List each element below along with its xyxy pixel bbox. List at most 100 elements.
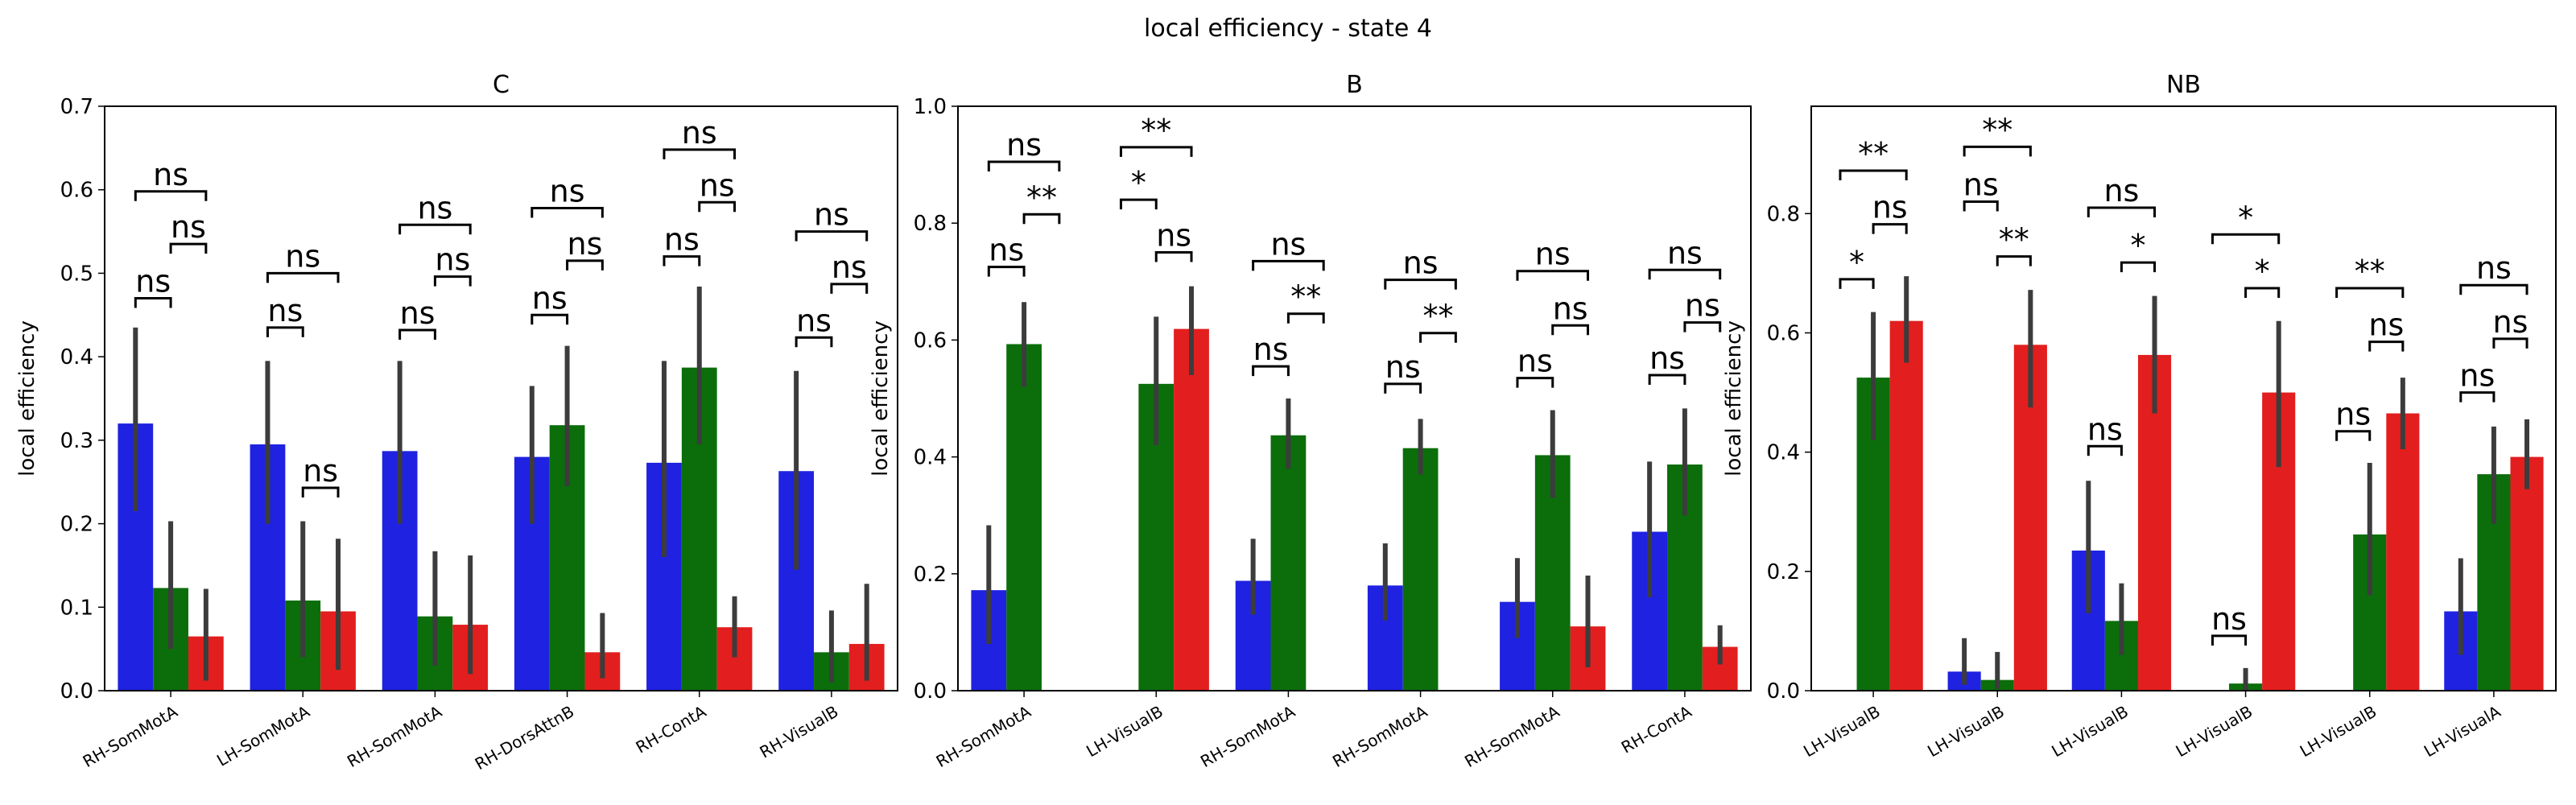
x-tick-label: LH-VisualA [2421,701,2504,761]
significance-bracket [1551,324,1590,336]
significance-bracket [566,259,604,270]
significance-bracket [663,255,701,266]
significance-bracket [1252,259,1325,271]
significance-bracket [2211,634,2248,646]
y-tick-label: 0.1 [60,596,93,620]
significance-label: ns [1006,127,1042,163]
significance-label: ** [1999,222,2029,258]
significance-label: ns [2493,304,2529,340]
significance-label: ns [417,190,452,225]
significance-bracket [1839,169,1908,181]
significance-bracket [398,328,436,340]
y-tick-label: 0.4 [60,345,93,369]
significance-bracket [987,160,1061,171]
significance-label: ns [2335,397,2371,432]
significance-label: ns [550,174,585,209]
significance-label: ns [568,226,603,262]
y-tick-label: 0.7 [60,95,93,119]
significance-label: ns [435,242,470,278]
significance-label: ns [814,197,849,233]
significance-bracket [1119,146,1193,157]
significance-label: ns [303,453,338,489]
significance-bracket [698,200,737,213]
axes-frame [104,105,898,691]
y-tick-label: 0.3 [60,429,93,453]
significance-label: ns [135,264,171,299]
significance-bracket [1154,251,1193,262]
bar [1174,328,1209,691]
significance-label: ns [285,238,320,274]
figure-title: local efficiency - state 4 [1144,14,1432,43]
significance-bracket [1252,365,1290,377]
significance-label: ns [1649,341,1685,376]
x-tick-label: LH-VisualB [2173,702,2256,762]
significance-bracket [134,190,208,201]
y-tick-label: 0.2 [60,513,93,537]
significance-label: ns [664,222,700,258]
significance-label: ns [153,157,188,192]
y-tick-label: 0.0 [60,679,93,704]
significance-label: ns [1403,246,1439,281]
significance-bracket [1872,223,1908,234]
significance-bracket [830,283,869,294]
x-tick-label: LH-VisualB [2297,702,2380,762]
significance-label: ns [796,303,832,338]
significance-bracket [2211,233,2281,245]
significance-label: ns [1156,218,1191,254]
significance-bracket [795,336,833,348]
significance-label: * [2130,228,2145,263]
significance-bracket [2459,391,2496,402]
significance-bracket [266,271,340,283]
significance-label: * [2255,254,2270,289]
significance-bracket [2087,444,2123,456]
significance-bracket [2368,341,2405,352]
y-tick-label: 0.4 [914,446,947,470]
axes-frame [957,105,1752,691]
significance-bracket [1286,312,1325,324]
significance-bracket [2335,430,2372,441]
y-tick-label: 0.4 [1767,441,1800,465]
significance-label: ns [400,295,436,331]
significance-label: ns [2211,601,2247,637]
significance-label: ** [1858,136,1889,171]
significance-bracket [266,326,304,337]
significance-bracket [2120,261,2157,273]
significance-bracket [1119,198,1158,210]
significance-bracket [530,313,569,325]
significance-bracket [795,230,869,242]
significance-label: ns [1667,235,1703,270]
significance-bracket [1384,279,1457,290]
significance-bracket [1022,213,1061,225]
x-tick-label: LH-VisualB [1083,702,1166,762]
significance-label: ns [1535,237,1571,272]
significance-label: ns [1517,344,1553,379]
y-tick-label: 0.0 [914,679,947,704]
significance-label: ** [1026,180,1057,215]
significance-bracket [1648,268,1722,280]
x-tick-label: LH-SomMotA [213,701,313,770]
significance-bracket [530,207,604,218]
y-axis-label: local efficiency [869,320,893,477]
chart-title: B [1346,71,1363,99]
significance-bracket [1648,374,1686,385]
significance-label: ns [532,280,568,316]
x-tick-label: RH-SomMotA [1329,701,1430,771]
x-tick-label: RH-SomMotA [1197,701,1298,771]
significance-label: ns [989,233,1024,268]
significance-label: ** [1422,299,1453,334]
significance-bracket [663,148,737,159]
significance-bracket [2459,283,2529,295]
significance-bracket [433,275,472,287]
y-tick-label: 0.0 [1767,679,1800,704]
significance-label: ns [2087,411,2123,447]
significance-label: ns [832,250,867,285]
bar [2386,413,2420,691]
x-tick-label: RH-SomMotA [933,701,1034,771]
y-tick-label: 0.6 [1767,322,1800,346]
bar [1402,448,1439,691]
significance-bracket [1839,278,1875,289]
